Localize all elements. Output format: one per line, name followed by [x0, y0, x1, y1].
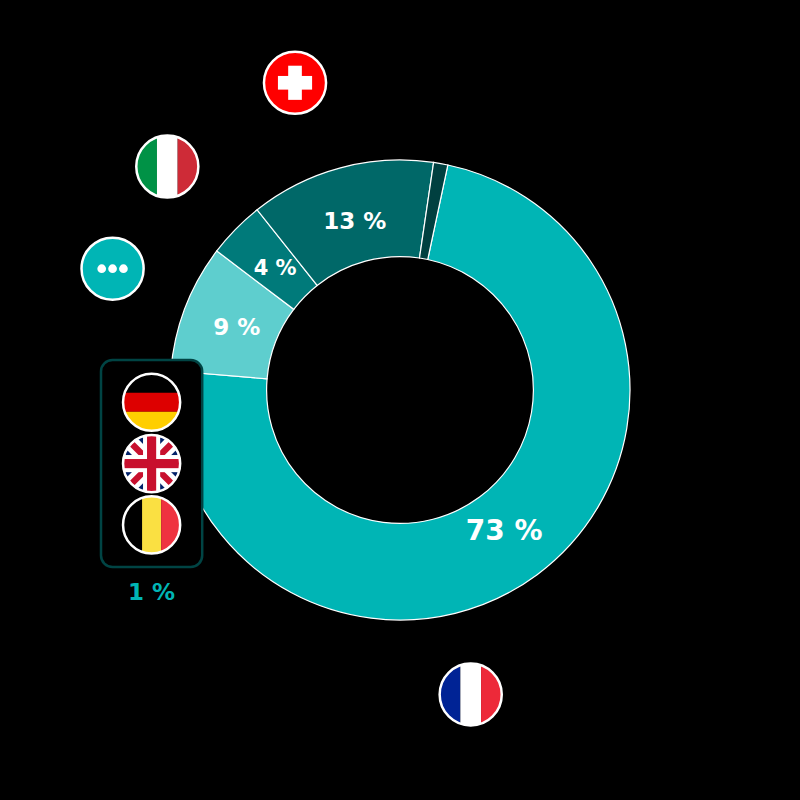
stripe	[142, 496, 161, 553]
flag-uk	[123, 435, 180, 492]
flag-france-fill	[440, 663, 502, 725]
flag-france	[440, 663, 502, 725]
diagonal	[123, 435, 180, 492]
flag-bg	[82, 238, 144, 300]
flag-border	[82, 238, 144, 300]
diagonal	[123, 435, 180, 492]
flag-border	[136, 135, 198, 197]
flag-italy	[136, 135, 198, 197]
diagonal	[123, 435, 180, 492]
chart: 73 % 9 % 4 % 13 % 1 %	[0, 0, 800, 800]
cross	[147, 435, 156, 492]
diagonal	[123, 435, 180, 492]
flag-bg	[123, 435, 180, 492]
cross	[288, 66, 302, 100]
flag-belgium	[123, 496, 180, 553]
flag-uk-fill	[123, 435, 180, 492]
stripe	[157, 135, 178, 197]
data-label: 4 %	[254, 256, 297, 280]
dot	[108, 264, 117, 273]
background	[0, 0, 800, 800]
group-box	[101, 360, 202, 567]
slice	[419, 162, 447, 259]
flag-italy-fill	[136, 135, 198, 197]
dot	[97, 264, 106, 273]
flag-border	[123, 496, 180, 553]
slices	[170, 160, 630, 620]
stripe	[460, 663, 481, 725]
flag-germany-fill	[123, 374, 180, 431]
dot	[119, 264, 128, 273]
flag-others	[82, 238, 144, 300]
flag-belgium-fill	[123, 496, 180, 553]
flag-border	[123, 374, 180, 431]
flag-bg	[264, 52, 326, 114]
data-label: 1 %	[128, 579, 175, 605]
flag-border	[264, 52, 326, 114]
data-label: 73 %	[466, 514, 543, 547]
data-labels: 73 % 9 % 4 % 13 % 1 %	[128, 208, 543, 605]
data-label: 13 %	[323, 208, 386, 234]
data-label: 9 %	[213, 314, 260, 340]
flag-germany	[123, 374, 180, 431]
flag-border	[440, 663, 502, 725]
flag-switzerland-fill	[264, 52, 326, 114]
flag-border	[123, 435, 180, 492]
flag-others-fill	[82, 238, 144, 300]
stripe	[123, 393, 180, 412]
flag-switzerland	[264, 52, 326, 114]
